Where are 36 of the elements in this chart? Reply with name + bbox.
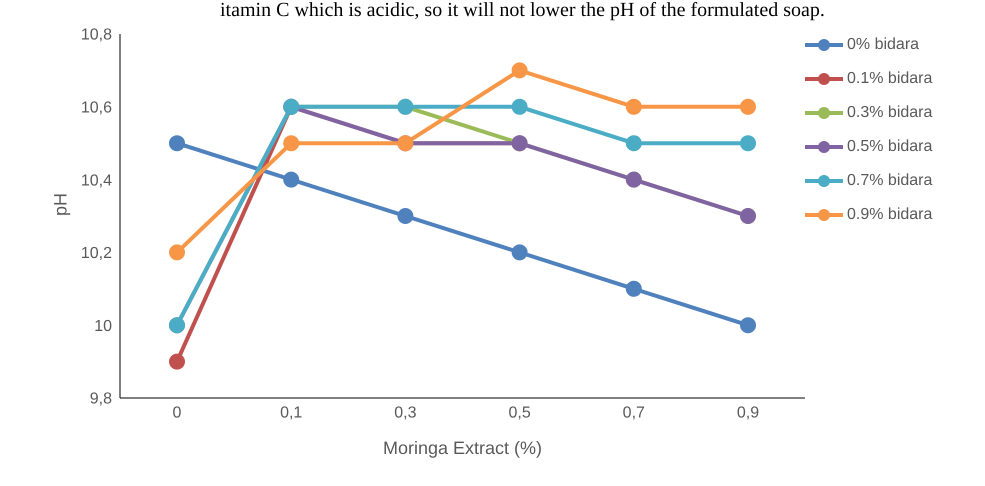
x-tick-label: 0,3 [394,404,417,422]
y-tick-label: 10,4 [80,172,112,190]
point [169,354,185,370]
point [512,244,528,260]
point [626,98,642,115]
y-tick-label: 9,8 [90,390,112,408]
point [740,135,756,152]
point [512,98,528,115]
point [169,135,185,152]
legend-label: 0.1% bidara [847,70,932,88]
x-tick-label: 0,5 [508,404,531,422]
text: itamin C which is acidic, so it will not lower the pH of the formulated soap. [220,0,825,21]
x-tick-label: 0 [172,404,182,422]
point [740,98,756,115]
point [283,135,300,152]
legend-label: 0.5% bidara [847,138,932,156]
y-tick-label: 10 [94,318,112,335]
y-tick-label: 10,8 [80,26,112,44]
point [740,317,756,334]
legend-label: 0.7% bidara [847,172,932,190]
legend-label: 0.3% bidara [847,104,932,122]
x-tick-label: 0,7 [622,404,646,422]
point [283,172,300,188]
point [626,135,642,152]
y-tick-label: 10,2 [80,245,112,262]
point [512,62,528,78]
y-axis-title: pH [50,192,70,216]
point [169,244,185,260]
point [626,280,642,297]
x-tick-label: 0,1 [280,404,302,422]
x-axis-title: Moringa Extract (%) [382,438,542,458]
legend-label: 0.9% bidara [847,206,932,224]
legend-label: 0% bidara [847,36,920,54]
x-tick-label: 0,9 [736,404,760,422]
point [397,208,414,224]
y-tick-label: 10,6 [80,99,112,116]
